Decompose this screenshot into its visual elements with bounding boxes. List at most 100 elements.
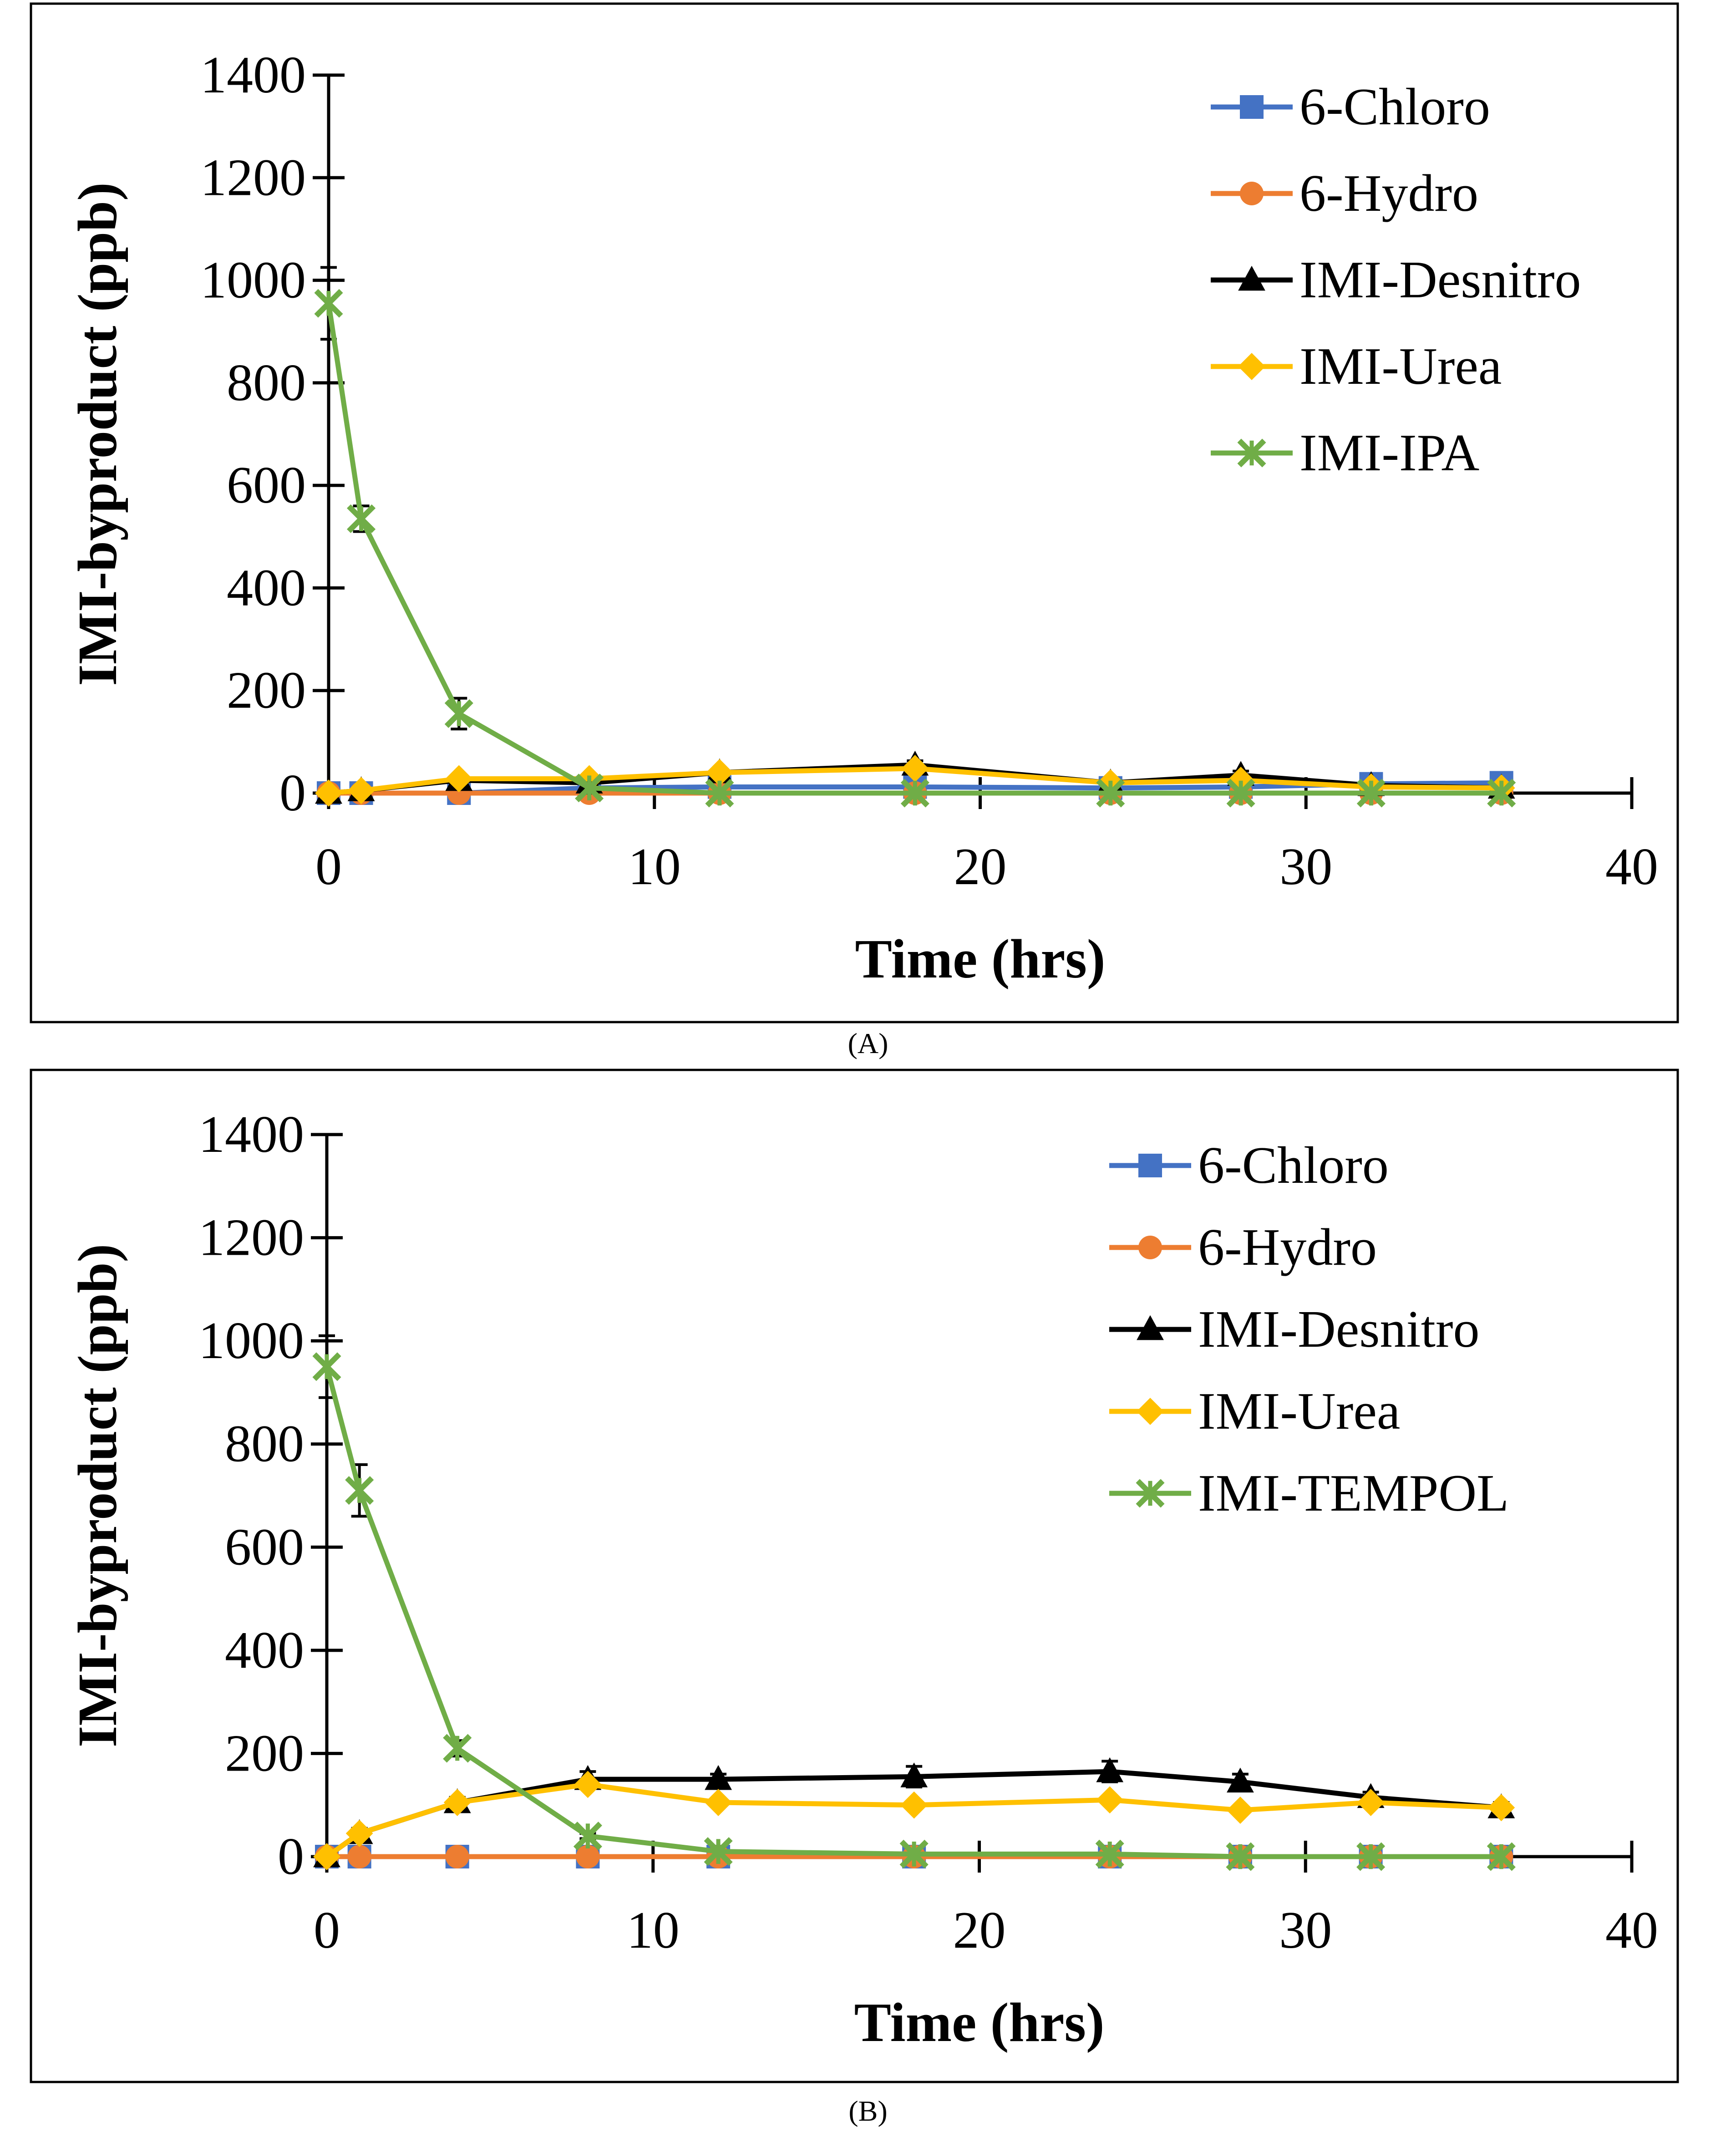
series-line bbox=[328, 766, 1502, 796]
y-tick-label: 600 bbox=[225, 1518, 304, 1576]
data-point bbox=[347, 1845, 371, 1868]
data-point bbox=[573, 1822, 602, 1851]
chart-frame bbox=[30, 1069, 1679, 2083]
data-point bbox=[1356, 1842, 1386, 1871]
data-point bbox=[345, 1820, 373, 1847]
legend-label: 6-Hydro bbox=[1299, 164, 1478, 223]
legend-entry: 6-Hydro bbox=[1211, 164, 1478, 223]
data-point bbox=[443, 1789, 471, 1816]
legend-label: IMI-Desnitro bbox=[1299, 251, 1581, 309]
panel-label-b: (B) bbox=[848, 2095, 888, 2127]
data-point bbox=[313, 1843, 340, 1870]
data-point bbox=[1226, 1842, 1255, 1871]
legend-entry: IMI-Urea bbox=[1109, 1382, 1400, 1441]
data-point bbox=[347, 777, 375, 804]
x-tick-label: 30 bbox=[1279, 838, 1332, 896]
legend-entry: 6-Chloro bbox=[1109, 1136, 1389, 1195]
y-tick-label: 0 bbox=[278, 1827, 304, 1886]
data-point bbox=[1096, 1757, 1124, 1782]
data-point bbox=[1096, 1786, 1124, 1814]
data-point bbox=[1487, 1842, 1516, 1871]
y-tick-label: 600 bbox=[227, 456, 306, 514]
y-tick-label: 200 bbox=[225, 1724, 304, 1782]
legend-entry: IMI-Desnitro bbox=[1211, 251, 1581, 309]
x-tick-label: 0 bbox=[314, 1901, 340, 1960]
x-tick-label: 40 bbox=[1605, 1901, 1658, 1960]
y-tick-label: 1400 bbox=[198, 1105, 304, 1164]
x-tick-label: 10 bbox=[627, 1901, 680, 1960]
x-axis-title: Time (hrs) bbox=[855, 928, 1105, 990]
data-point bbox=[444, 699, 473, 728]
x-axis-title: Time (hrs) bbox=[854, 1992, 1104, 2053]
y-axis-title: IMI-byproduct (ppb) bbox=[67, 1244, 128, 1747]
y-tick-label: 200 bbox=[227, 662, 306, 720]
data-point bbox=[901, 755, 929, 782]
data-point bbox=[314, 289, 343, 318]
data-point bbox=[1487, 1794, 1515, 1822]
legend-marker bbox=[1138, 1236, 1162, 1259]
legend-entry: IMI-Urea bbox=[1211, 337, 1502, 396]
data-point bbox=[443, 1734, 472, 1763]
x-tick-label: 0 bbox=[315, 838, 342, 896]
legend-marker bbox=[1240, 95, 1264, 119]
y-tick-label: 1000 bbox=[200, 251, 306, 310]
legend-marker bbox=[1137, 1315, 1164, 1340]
legend-entry: 6-Hydro bbox=[1109, 1218, 1377, 1277]
legend-marker bbox=[1138, 1154, 1162, 1177]
legend-marker bbox=[1136, 1479, 1165, 1508]
x-tick-label: 40 bbox=[1605, 838, 1658, 896]
legend-label: IMI-IPA bbox=[1299, 424, 1479, 482]
x-tick-label: 20 bbox=[954, 838, 1007, 896]
legend-marker bbox=[1240, 182, 1264, 205]
data-point bbox=[900, 1791, 928, 1819]
x-tick-label: 10 bbox=[628, 838, 681, 896]
y-tick-label: 1200 bbox=[198, 1209, 304, 1267]
legend-label: 6-Hydro bbox=[1198, 1218, 1377, 1277]
data-point bbox=[1227, 1767, 1254, 1793]
data-point bbox=[445, 1845, 469, 1868]
legend-label: IMI-Desnitro bbox=[1198, 1300, 1480, 1359]
data-point bbox=[347, 504, 376, 533]
data-point bbox=[899, 1839, 929, 1868]
y-tick-label: 0 bbox=[279, 764, 306, 822]
data-point bbox=[900, 1762, 928, 1787]
series-line bbox=[326, 303, 1502, 796]
panel-label-a: (A) bbox=[848, 1027, 888, 1059]
legend-label: IMI-Urea bbox=[1198, 1382, 1400, 1441]
y-axis-title: IMI-byproduct (ppb) bbox=[67, 182, 128, 686]
legend-label: 6-Chloro bbox=[1198, 1136, 1389, 1195]
legend-label: IMI-TEMPOL bbox=[1198, 1464, 1509, 1522]
y-tick-label: 400 bbox=[227, 559, 306, 617]
legend-label: 6-Chloro bbox=[1299, 78, 1490, 136]
data-point bbox=[574, 1771, 602, 1798]
data-point bbox=[312, 1352, 341, 1381]
legend-marker bbox=[1237, 438, 1266, 468]
series-imi-ipa bbox=[314, 266, 1516, 808]
x-tick-label: 30 bbox=[1279, 1901, 1332, 1960]
data-point bbox=[445, 765, 473, 793]
legend-entry: IMI-IPA bbox=[1211, 424, 1479, 482]
legend-label: IMI-Urea bbox=[1299, 337, 1502, 396]
data-point bbox=[705, 779, 734, 808]
data-point bbox=[1096, 779, 1125, 808]
legend-entry: IMI-Desnitro bbox=[1109, 1300, 1480, 1359]
data-point bbox=[900, 779, 929, 808]
y-tick-label: 1400 bbox=[200, 46, 306, 104]
data-point bbox=[315, 779, 342, 807]
data-point bbox=[1357, 1789, 1385, 1816]
data-point bbox=[1487, 779, 1516, 808]
y-tick-label: 400 bbox=[225, 1621, 304, 1680]
data-point bbox=[576, 1845, 600, 1868]
data-point bbox=[705, 1789, 732, 1816]
series-imi-urea bbox=[313, 1771, 1515, 1870]
y-tick-label: 1200 bbox=[200, 148, 306, 207]
y-tick-label: 800 bbox=[225, 1415, 304, 1473]
data-point bbox=[705, 1765, 732, 1790]
legend-marker bbox=[1238, 353, 1265, 380]
y-tick-label: 800 bbox=[227, 354, 306, 412]
series-line bbox=[324, 1366, 1502, 1859]
legend-marker bbox=[1137, 1398, 1164, 1425]
data-point bbox=[345, 1476, 374, 1505]
